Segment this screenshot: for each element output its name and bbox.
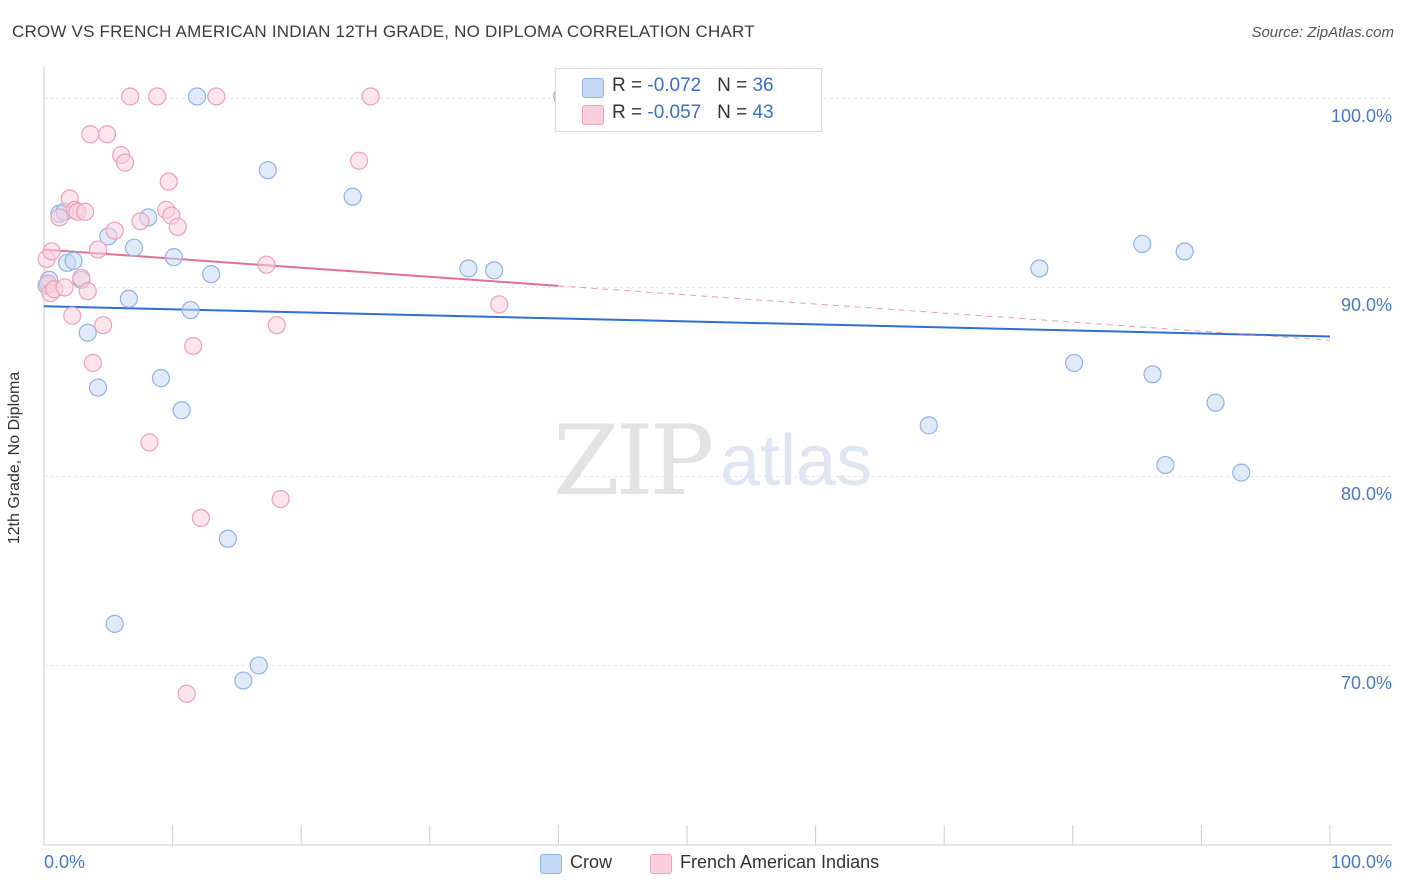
point-french-american-indians <box>55 278 74 297</box>
trend-line-solid-0 <box>43 305 1331 338</box>
point-crow <box>187 87 207 106</box>
point-crow <box>78 323 97 342</box>
point-french-american-indians <box>140 433 159 452</box>
stats-legend: R = -0.072 N = 36 R = -0.057 N = 43 <box>555 68 822 132</box>
y-tick-label: 90.0% <box>1340 295 1392 316</box>
point-crow <box>485 261 504 280</box>
point-crow <box>124 238 144 257</box>
point-french-american-indians <box>168 217 187 236</box>
legend-stats-crow: R = -0.072 N = 36 <box>612 75 774 96</box>
y-tick-label: 70.0% <box>1340 673 1392 694</box>
y-tick-label: 80.0% <box>1340 484 1392 505</box>
point-crow <box>181 300 200 320</box>
point-french-american-indians <box>257 255 276 274</box>
legend-swatch-french-american-indians <box>582 105 604 125</box>
point-crow <box>919 416 938 435</box>
point-crow <box>1133 234 1152 254</box>
point-french-american-indians <box>184 336 203 356</box>
point-french-american-indians <box>490 295 509 314</box>
legend-swatch-crow <box>582 78 604 98</box>
point-french-american-indians <box>83 353 102 373</box>
data-points <box>37 87 1251 703</box>
point-french-american-indians <box>207 87 226 106</box>
source-label: Source: ZipAtlas.com <box>1251 24 1394 41</box>
point-crow <box>1175 242 1194 261</box>
bottom-legend-swatch-french-american-indians <box>650 854 672 874</box>
point-french-american-indians <box>115 153 135 172</box>
point-french-american-indians <box>81 125 100 144</box>
point-crow <box>1030 259 1049 278</box>
point-crow <box>218 529 237 548</box>
point-crow <box>64 251 83 271</box>
point-french-american-indians <box>97 125 117 144</box>
chart-title: CROW VS FRENCH AMERICAN INDIAN 12TH GRAD… <box>12 22 755 41</box>
point-crow <box>1064 353 1084 373</box>
point-crow <box>1232 463 1251 482</box>
bottom-legend-label-french-american-indians: French American Indians <box>680 852 880 872</box>
point-crow <box>88 378 108 397</box>
point-crow <box>343 187 362 206</box>
y-tick-label: 100.0% <box>1330 106 1392 127</box>
point-french-american-indians <box>105 221 124 240</box>
point-french-american-indians <box>159 172 178 191</box>
point-crow <box>1143 365 1162 384</box>
point-crow <box>234 671 253 690</box>
x-tick-label-max: 100.0% <box>1330 852 1392 872</box>
point-french-american-indians <box>177 684 196 703</box>
point-french-american-indians <box>76 202 95 221</box>
legend-stats-french-american-indians: R = -0.057 N = 43 <box>612 102 774 123</box>
point-french-american-indians <box>349 151 369 170</box>
point-crow <box>459 259 478 278</box>
bottom-legend-swatch-crow <box>540 854 562 874</box>
x-tick-label-min: 0.0% <box>44 852 86 872</box>
gridlines <box>44 97 1392 666</box>
trend-lines <box>43 248 1331 341</box>
watermark-zip: ZIP <box>553 405 714 517</box>
point-french-american-indians <box>267 316 286 335</box>
point-french-american-indians <box>63 306 82 325</box>
point-crow <box>119 289 138 308</box>
point-french-american-indians <box>148 87 167 106</box>
point-crow <box>202 265 221 284</box>
point-crow <box>249 656 268 675</box>
point-crow <box>105 614 124 633</box>
point-crow <box>1206 393 1225 412</box>
point-french-american-indians <box>361 87 380 106</box>
point-crow <box>172 401 191 420</box>
trend-line-dashed-1 <box>558 285 1331 341</box>
y-axis-label: 12th Grade, No Diploma <box>6 371 23 545</box>
point-crow <box>164 248 183 267</box>
point-crow <box>258 161 277 180</box>
watermark-atlas: atlas <box>720 421 873 501</box>
point-french-american-indians <box>88 240 108 259</box>
point-french-american-indians <box>94 316 113 335</box>
point-french-american-indians <box>50 208 69 227</box>
point-french-american-indians <box>271 489 290 509</box>
point-french-american-indians <box>131 212 150 231</box>
axes <box>43 66 1392 846</box>
trend-line-solid-1 <box>43 248 559 287</box>
point-crow <box>1156 455 1175 475</box>
point-crow <box>151 369 171 388</box>
point-french-american-indians <box>121 87 140 106</box>
point-french-american-indians <box>42 242 61 261</box>
point-french-american-indians <box>78 282 97 301</box>
bottom-legend-label-crow: Crow <box>570 852 613 872</box>
point-french-american-indians <box>191 508 210 528</box>
